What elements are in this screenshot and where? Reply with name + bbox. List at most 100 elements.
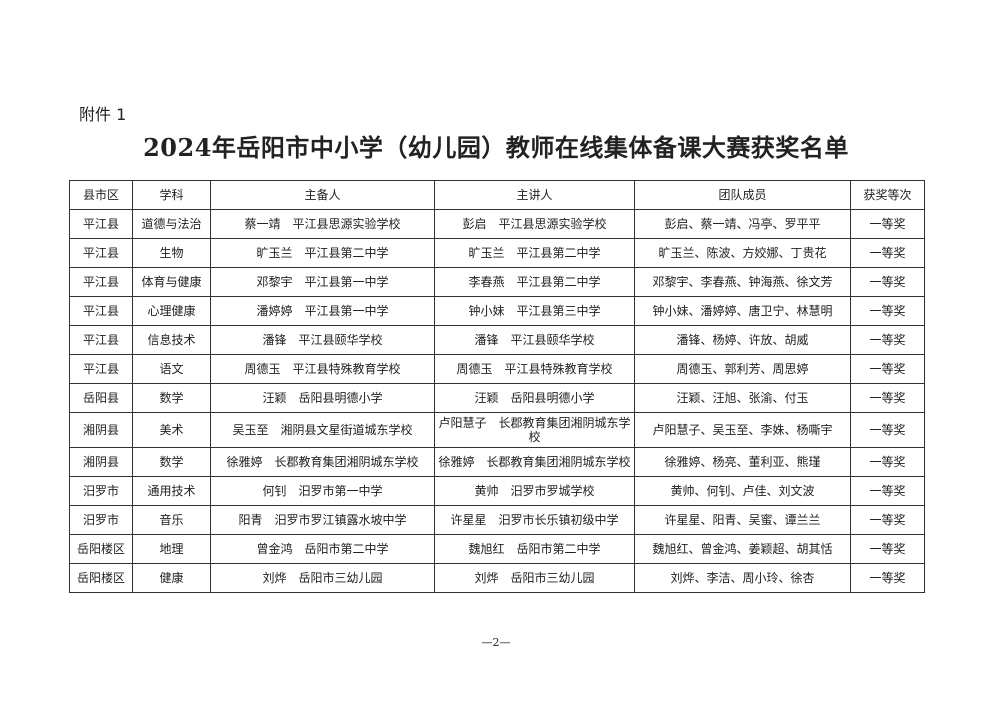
cell-lead-preparer: 潘婷婷 平江县第一中学 — [210, 296, 435, 326]
cell-county: 岳阳楼区 — [69, 534, 133, 564]
page-number: —2— — [481, 636, 511, 649]
cell-award-level: 一等奖 — [850, 447, 925, 477]
cell-county: 汨罗市 — [69, 505, 133, 535]
cell-award-level: 一等奖 — [850, 325, 925, 355]
cell-lead-preparer: 吴玉至 湘阴县文星街道城东学校 — [210, 412, 435, 448]
cell-award-level: 一等奖 — [850, 412, 925, 448]
cell-award-level: 一等奖 — [850, 296, 925, 326]
cell-county: 平江县 — [69, 209, 133, 239]
cell-lead-speaker: 汪颖 岳阳县明德小学 — [434, 383, 635, 413]
cell-lead-speaker: 李春燕 平江县第二中学 — [434, 267, 635, 297]
table-row: 岳阳楼区 地理 曾金鸿 岳阳市第二中学 魏旭红 岳阳市第二中学 魏旭红、曾金鸿、姜颖超、… — [69, 534, 925, 564]
cell-lead-speaker: 潘锋 平江县颐华学校 — [434, 325, 635, 355]
cell-lead-speaker: 彭启 平江县思源实验学校 — [434, 209, 635, 239]
cell-county: 湘阴县 — [69, 412, 133, 448]
header-team-members: 团队成员 — [634, 180, 851, 210]
cell-lead-speaker: 魏旭红 岳阳市第二中学 — [434, 534, 635, 564]
cell-subject: 信息技术 — [132, 325, 211, 355]
cell-lead-preparer: 周德玉 平江县特殊教育学校 — [210, 354, 435, 384]
cell-lead-preparer: 何钊 汨罗市第一中学 — [210, 476, 435, 506]
cell-team-members: 潘锋、杨婷、许放、胡威 — [634, 325, 851, 355]
table-row: 平江县 体育与健康 邓黎宇 平江县第一中学 李春燕 平江县第二中学 邓黎宇、李春燕、钟海… — [69, 267, 925, 297]
cell-team-members: 黄帅、何钊、卢佳、刘文波 — [634, 476, 851, 506]
cell-subject: 通用技术 — [132, 476, 211, 506]
cell-award-level: 一等奖 — [850, 354, 925, 384]
cell-award-level: 一等奖 — [850, 534, 925, 564]
cell-county: 平江县 — [69, 354, 133, 384]
cell-lead-speaker: 徐雅婷 长郡教育集团湘阴城东学校 — [434, 447, 635, 477]
cell-award-level: 一等奖 — [850, 267, 925, 297]
cell-team-members: 刘烨、李洁、周小玲、徐杏 — [634, 563, 851, 593]
cell-lead-speaker: 黄帅 汨罗市罗城学校 — [434, 476, 635, 506]
table-row: 湘阴县 数学 徐雅婷 长郡教育集团湘阴城东学校 徐雅婷 长郡教育集团湘阴城东学校 徐雅婷… — [69, 447, 925, 477]
table-row: 平江县 心理健康 潘婷婷 平江县第一中学 钟小妹 平江县第三中学 钟小妹、潘婷婷、唐卫宁… — [69, 296, 925, 326]
cell-lead-preparer: 阳青 汨罗市罗江镇露水坡中学 — [210, 505, 435, 535]
table-row: 平江县 信息技术 潘锋 平江县颐华学校 潘锋 平江县颐华学校 潘锋、杨婷、许放、胡威 一等… — [69, 325, 925, 355]
cell-lead-speaker: 卢阳慧子 长郡教育集团湘阴城东学校 — [434, 412, 635, 448]
cell-lead-preparer: 刘烨 岳阳市三幼儿园 — [210, 563, 435, 593]
cell-county: 平江县 — [69, 325, 133, 355]
header-lead-speaker: 主讲人 — [434, 180, 635, 210]
cell-county: 岳阳楼区 — [69, 563, 133, 593]
cell-lead-preparer: 曾金鸿 岳阳市第二中学 — [210, 534, 435, 564]
cell-team-members: 钟小妹、潘婷婷、唐卫宁、林慧明 — [634, 296, 851, 326]
cell-team-members: 徐雅婷、杨亮、董利亚、熊瑾 — [634, 447, 851, 477]
cell-lead-preparer: 徐雅婷 长郡教育集团湘阴城东学校 — [210, 447, 435, 477]
cell-subject: 生物 — [132, 238, 211, 268]
cell-subject: 地理 — [132, 534, 211, 564]
attachment-label: 附件 1 — [79, 105, 127, 124]
header-lead-preparer: 主备人 — [210, 180, 435, 210]
cell-county: 汨罗市 — [69, 476, 133, 506]
cell-team-members: 周德玉、郭利芳、周思婷 — [634, 354, 851, 384]
cell-subject: 道德与法治 — [132, 209, 211, 239]
cell-team-members: 邓黎宇、李春燕、钟海燕、徐文芳 — [634, 267, 851, 297]
cell-team-members: 魏旭红、曾金鸿、姜颖超、胡其恬 — [634, 534, 851, 564]
cell-lead-speaker: 刘烨 岳阳市三幼儿园 — [434, 563, 635, 593]
cell-subject: 美术 — [132, 412, 211, 448]
cell-lead-speaker: 周德玉 平江县特殊教育学校 — [434, 354, 635, 384]
cell-subject: 体育与健康 — [132, 267, 211, 297]
cell-team-members: 卢阳慧子、吴玉至、李姝、杨嘶宇 — [634, 412, 851, 448]
cell-county: 平江县 — [69, 267, 133, 297]
cell-county: 平江县 — [69, 238, 133, 268]
table-header-row: 县市区 学科 主备人 主讲人 团队成员 获奖等次 — [69, 180, 925, 210]
page-title: 2024年岳阳市中小学（幼儿园）教师在线集体备课大赛获奖名单 — [143, 133, 849, 162]
cell-team-members: 汪颖、汪旭、张渝、付玉 — [634, 383, 851, 413]
cell-award-level: 一等奖 — [850, 505, 925, 535]
cell-lead-preparer: 旷玉兰 平江县第二中学 — [210, 238, 435, 268]
cell-award-level: 一等奖 — [850, 383, 925, 413]
cell-lead-speaker: 钟小妹 平江县第三中学 — [434, 296, 635, 326]
cell-subject: 数学 — [132, 447, 211, 477]
cell-team-members: 旷玉兰、陈波、方姣娜、丁贵花 — [634, 238, 851, 268]
cell-award-level: 一等奖 — [850, 209, 925, 239]
cell-subject: 音乐 — [132, 505, 211, 535]
cell-subject: 心理健康 — [132, 296, 211, 326]
cell-lead-speaker: 许星星 汨罗市长乐镇初级中学 — [434, 505, 635, 535]
header-subject: 学科 — [132, 180, 211, 210]
table-row: 平江县 生物 旷玉兰 平江县第二中学 旷玉兰 平江县第二中学 旷玉兰、陈波、方姣娜、丁贵… — [69, 238, 925, 268]
cell-lead-preparer: 潘锋 平江县颐华学校 — [210, 325, 435, 355]
cell-county: 平江县 — [69, 296, 133, 326]
header-county: 县市区 — [69, 180, 133, 210]
cell-subject: 语文 — [132, 354, 211, 384]
cell-award-level: 一等奖 — [850, 238, 925, 268]
cell-lead-preparer: 邓黎宇 平江县第一中学 — [210, 267, 435, 297]
award-table: 县市区 学科 主备人 主讲人 团队成员 获奖等次 平江县 道德与法治 蔡一靖 平江县… — [69, 180, 925, 593]
cell-lead-preparer: 蔡一靖 平江县思源实验学校 — [210, 209, 435, 239]
cell-award-level: 一等奖 — [850, 476, 925, 506]
table-row: 岳阳楼区 健康 刘烨 岳阳市三幼儿园 刘烨 岳阳市三幼儿园 刘烨、李洁、周小玲、徐杏 一等… — [69, 563, 925, 593]
cell-subject: 健康 — [132, 563, 211, 593]
table-row: 平江县 道德与法治 蔡一靖 平江县思源实验学校 彭启 平江县思源实验学校 彭启、蔡一靖、… — [69, 209, 925, 239]
cell-award-level: 一等奖 — [850, 563, 925, 593]
table-row: 湘阴县 美术 吴玉至 湘阴县文星街道城东学校 卢阳慧子 长郡教育集团湘阴城东学校 卢阳慧… — [69, 412, 925, 448]
table-row: 汨罗市 音乐 阳青 汨罗市罗江镇露水坡中学 许星星 汨罗市长乐镇初级中学 许星星、阳青、… — [69, 505, 925, 535]
cell-county: 湘阴县 — [69, 447, 133, 477]
table-row: 岳阳县 数学 汪颖 岳阳县明德小学 汪颖 岳阳县明德小学 汪颖、汪旭、张渝、付玉 一等奖 — [69, 383, 925, 413]
header-award-level: 获奖等次 — [850, 180, 925, 210]
cell-subject: 数学 — [132, 383, 211, 413]
cell-lead-preparer: 汪颖 岳阳县明德小学 — [210, 383, 435, 413]
table-row: 汨罗市 通用技术 何钊 汨罗市第一中学 黄帅 汨罗市罗城学校 黄帅、何钊、卢佳、刘文波一… — [69, 476, 925, 506]
cell-team-members: 彭启、蔡一靖、冯亭、罗平平 — [634, 209, 851, 239]
cell-lead-speaker: 旷玉兰 平江县第二中学 — [434, 238, 635, 268]
cell-county: 岳阳县 — [69, 383, 133, 413]
